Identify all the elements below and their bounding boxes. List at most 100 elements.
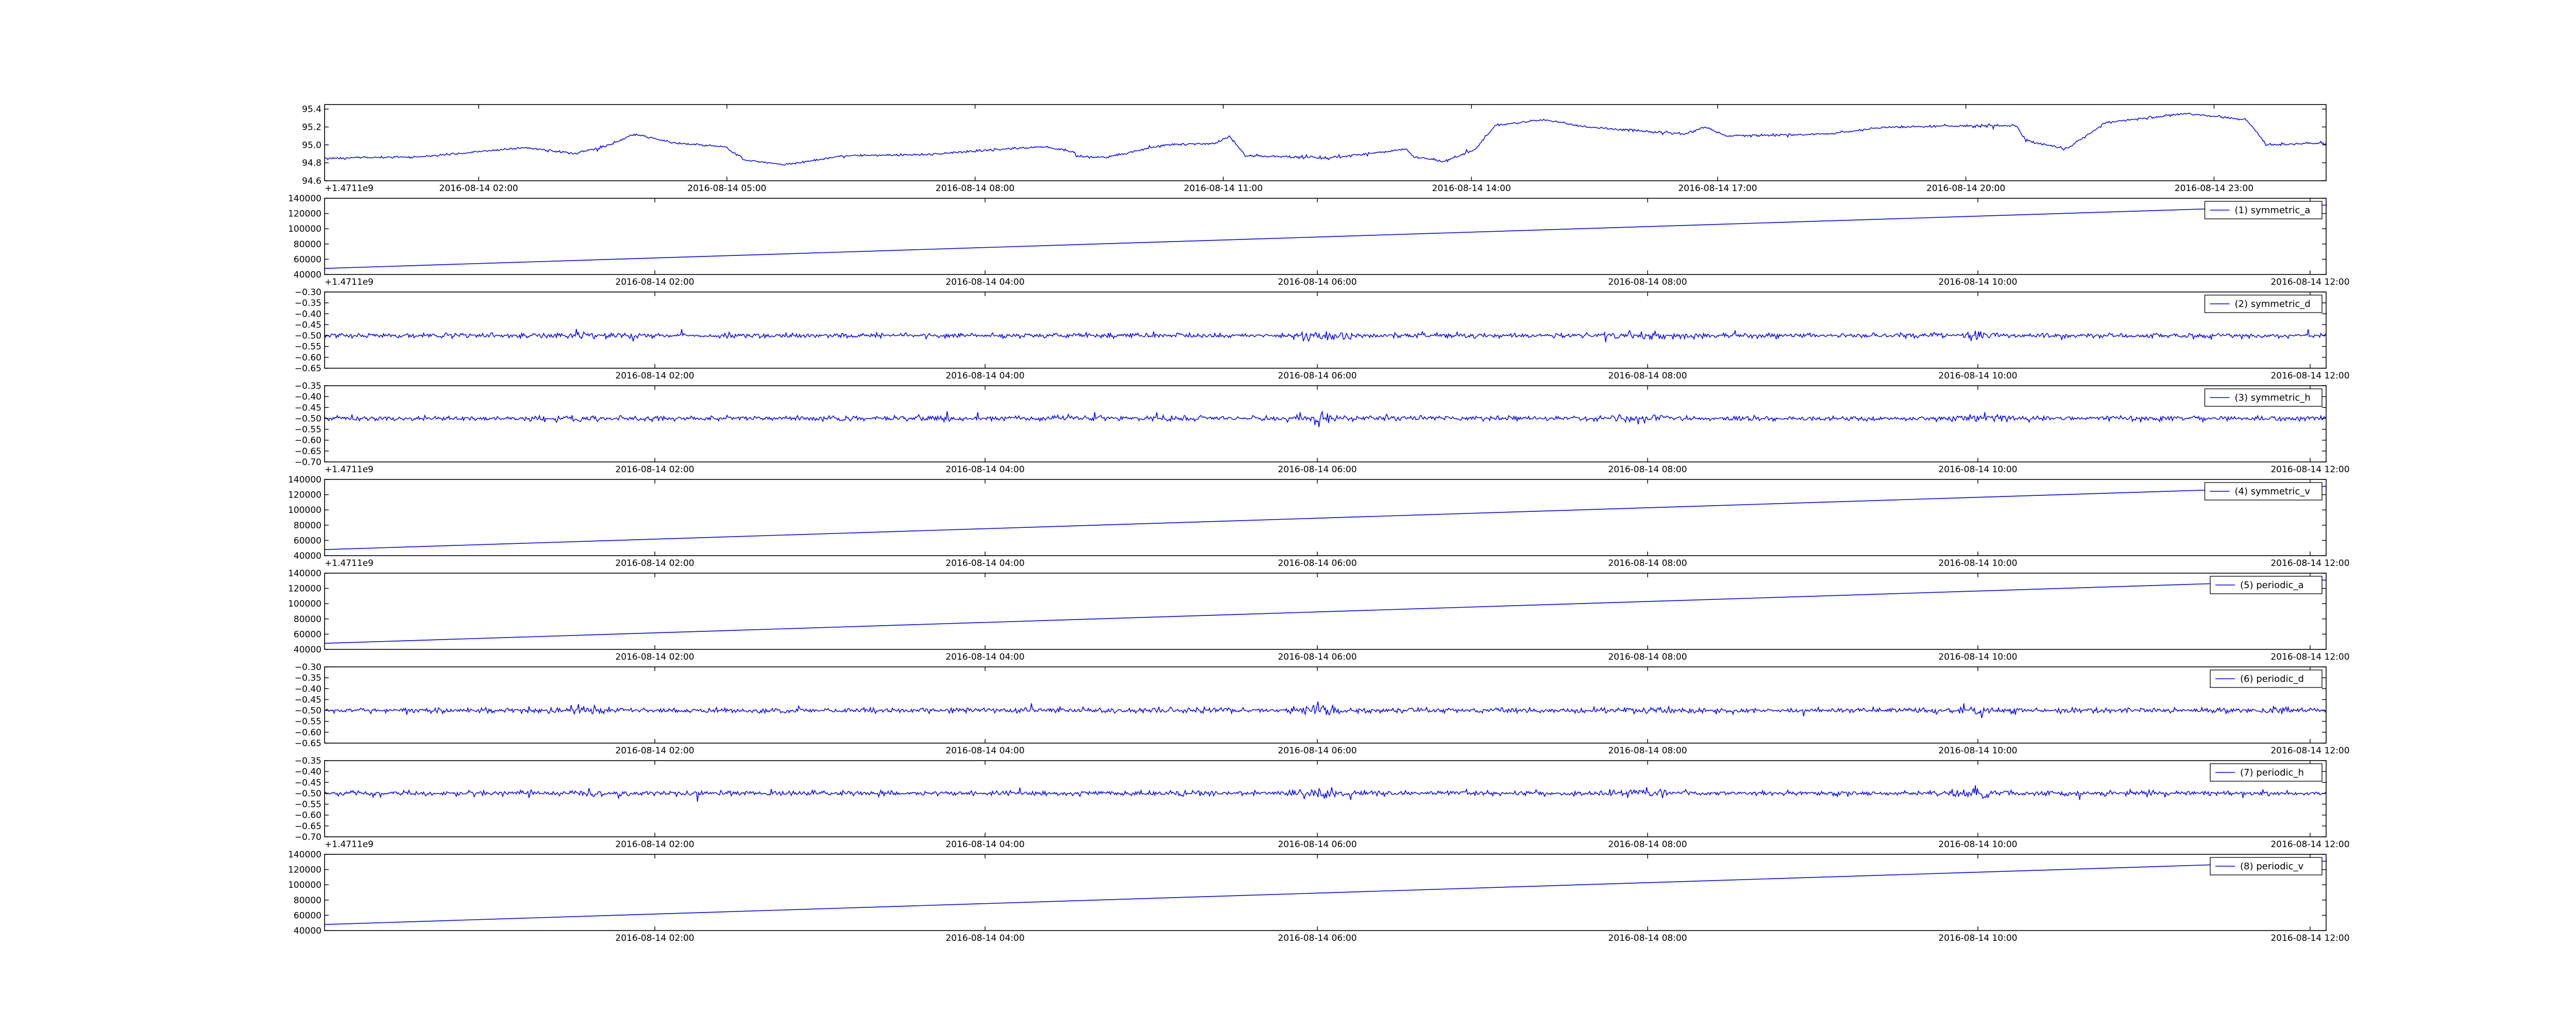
axes-frame [324, 198, 2327, 275]
series-line [325, 579, 2326, 644]
y-tick-label: −0.55 [295, 425, 321, 435]
y-tick-label: −0.65 [295, 364, 321, 374]
y-tick-label: −0.55 [295, 800, 321, 810]
axes-frame [324, 291, 2327, 369]
subplot-1: 94.6 94.8 95.0 95.2 95.4 2016-08-14 02:00 2016… [302, 104, 2327, 194]
x-tick-label: 2016-08-14 08:00 [1608, 746, 1687, 756]
y-tick-label: −0.70 [295, 457, 321, 468]
offset-text: +1.4711e9 [325, 558, 374, 569]
axes-frame [324, 104, 2327, 181]
offset-text: +1.4711e9 [325, 183, 374, 194]
y-tick-label: −0.65 [295, 738, 321, 749]
x-tick-label: 2016-08-14 06:00 [1278, 746, 1357, 756]
y-tick-label: −0.55 [295, 717, 321, 727]
x-tick-label: 2016-08-14 20:00 [1926, 183, 2005, 194]
y-tick-label: 120000 [288, 865, 321, 875]
y-tick-label: 140000 [288, 475, 321, 485]
x-tick-label: 2016-08-14 12:00 [2270, 839, 2349, 850]
subplot-3: −0.65−0.60−0.55−0.50−0.45−0.40−0.35−0.30… [295, 287, 2350, 381]
offset-text: +1.4711e9 [325, 465, 374, 475]
subplot-8: −0.70−0.65−0.60−0.55−0.50−0.45−0.40−0.35… [295, 756, 2350, 850]
x-tick-label: 2016-08-14 08:00 [1608, 933, 1687, 943]
series-line [325, 486, 2326, 550]
legend-label: (6) periodic_d [2240, 674, 2304, 684]
x-tick-label: 2016-08-14 06:00 [1278, 465, 1357, 475]
y-tick-label: −0.40 [295, 392, 321, 402]
x-tick-label: 2016-08-14 11:00 [1184, 183, 1263, 194]
y-tick-label: 120000 [288, 209, 321, 219]
x-tick-label: 2016-08-14 04:00 [945, 839, 1024, 850]
y-tick-label: 120000 [288, 490, 321, 501]
x-tick-label: 2016-08-14 10:00 [1938, 371, 2017, 381]
y-tick-label: −0.35 [295, 298, 321, 308]
legend-label: (2) symmetric_d [2235, 299, 2311, 309]
y-tick-label: 40000 [294, 926, 321, 936]
x-tick-label: 2016-08-14 12:00 [2270, 558, 2349, 569]
y-tick-label: −0.35 [295, 756, 321, 766]
y-tick-label: 40000 [294, 551, 321, 561]
x-tick-label: 2016-08-14 04:00 [945, 558, 1024, 569]
x-tick-label: 2016-08-14 17:00 [1678, 183, 1757, 194]
y-tick-label: 100000 [288, 224, 321, 234]
x-tick-label: 2016-08-14 06:00 [1278, 371, 1357, 381]
x-tick-label: 2016-08-14 06:00 [1278, 839, 1357, 850]
series-line [325, 112, 2326, 166]
axes-frame [324, 479, 2327, 556]
y-tick-label: 94.8 [302, 158, 321, 168]
y-tick-label: −0.45 [295, 403, 321, 413]
y-tick-label: 40000 [294, 270, 321, 280]
x-tick-label: 2016-08-14 08:00 [1608, 277, 1687, 287]
x-tick-label: 2016-08-14 10:00 [1938, 277, 2017, 287]
axes-frame [324, 666, 2327, 744]
legend-label: (3) symmetric_h [2235, 392, 2311, 403]
y-tick-label: 60000 [294, 536, 321, 546]
x-tick-label: 2016-08-14 04:00 [945, 371, 1024, 381]
y-tick-label: −0.65 [295, 446, 321, 457]
y-tick-label: 140000 [288, 194, 321, 204]
subplot-6: 40000 60000 80000 100000 120000 140000 2016-08… [288, 569, 2349, 662]
y-tick-label: 140000 [288, 569, 321, 579]
series-line [325, 204, 2326, 269]
x-tick-label: 2016-08-14 02:00 [615, 277, 694, 287]
x-tick-label: 2016-08-14 05:00 [687, 183, 766, 194]
y-tick-label: 94.6 [302, 176, 321, 186]
x-tick-label: 2016-08-14 12:00 [2270, 746, 2349, 756]
x-tick-label: 2016-08-14 08:00 [1608, 652, 1687, 662]
y-tick-label: −0.50 [295, 331, 321, 341]
y-tick-label: −0.50 [295, 414, 321, 424]
x-tick-label: 2016-08-14 10:00 [1938, 558, 2017, 569]
offset-text: +1.4711e9 [325, 839, 374, 850]
y-tick-label: −0.50 [295, 706, 321, 716]
x-tick-label: 2016-08-14 04:00 [945, 652, 1024, 662]
y-tick-label: −0.50 [295, 788, 321, 799]
y-tick-label: 60000 [294, 629, 321, 640]
y-tick-label: 80000 [294, 614, 321, 625]
x-tick-label: 2016-08-14 10:00 [1938, 465, 2017, 475]
x-tick-label: 2016-08-14 10:00 [1938, 839, 2017, 850]
x-tick-label: 2016-08-14 08:00 [1608, 558, 1687, 569]
y-tick-label: −0.30 [295, 662, 321, 673]
y-tick-label: 80000 [294, 521, 321, 531]
x-tick-label: 2016-08-14 14:00 [1432, 183, 1511, 194]
y-tick-label: 140000 [288, 850, 321, 860]
y-tick-label: 100000 [288, 505, 321, 515]
x-tick-label: 2016-08-14 06:00 [1278, 652, 1357, 662]
x-tick-label: 2016-08-14 02:00 [615, 465, 694, 475]
axes-frame [324, 760, 2327, 837]
y-tick-label: −0.35 [295, 381, 321, 391]
x-tick-label: 2016-08-14 06:00 [1278, 558, 1357, 569]
axes-frame [324, 573, 2327, 650]
x-tick-label: 2016-08-14 06:00 [1278, 933, 1357, 943]
legend-label: (8) periodic_v [2240, 861, 2303, 872]
x-tick-label: 2016-08-14 08:00 [1608, 839, 1687, 850]
subplot-2: 40000 60000 80000 100000 120000 140000 2016-08… [288, 194, 2349, 287]
x-tick-label: 2016-08-14 12:00 [2270, 652, 2349, 662]
offset-text: +1.4711e9 [325, 277, 374, 287]
y-tick-label: −0.35 [295, 673, 321, 683]
legend-label: (1) symmetric_a [2235, 205, 2311, 216]
subplot-9: 40000 60000 80000 100000 120000 140000 2016-08… [288, 850, 2349, 943]
x-tick-label: 2016-08-14 12:00 [2270, 371, 2349, 381]
y-tick-label: −0.60 [295, 728, 321, 738]
legend-label: (5) periodic_a [2240, 580, 2304, 591]
